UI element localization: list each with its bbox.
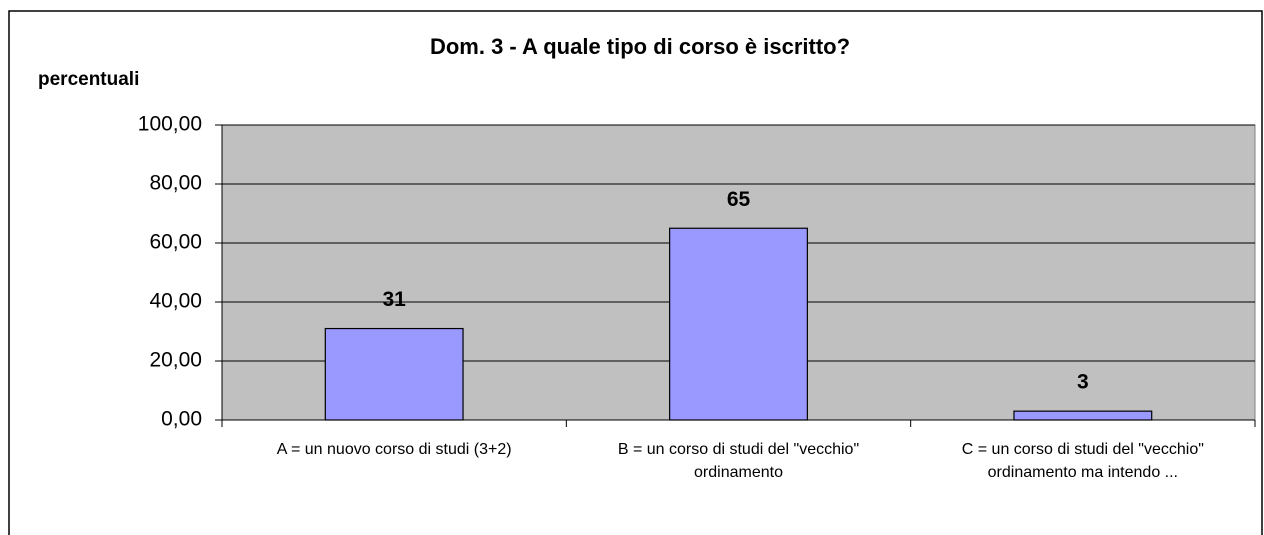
x-tick-label: A = un nuovo corso di studi (3+2) bbox=[276, 441, 512, 458]
y-axis-label: percentuali bbox=[38, 69, 139, 90]
y-tick-label: 40,00 bbox=[149, 290, 202, 313]
data-label: 31 bbox=[382, 288, 406, 311]
y-tick-label: 20,00 bbox=[149, 349, 202, 372]
y-tick-label: 100,00 bbox=[138, 113, 202, 136]
y-tick-label: 60,00 bbox=[149, 231, 202, 254]
bar bbox=[669, 227, 808, 421]
chart-border bbox=[8, 10, 1263, 535]
data-label: 65 bbox=[727, 188, 751, 211]
chart-title: Dom. 3 - A quale tipo di corso è iscritt… bbox=[430, 34, 850, 59]
y-tick-label: 0,00 bbox=[161, 408, 202, 431]
data-label: 3 bbox=[1077, 371, 1089, 394]
bar bbox=[324, 327, 464, 421]
x-tick-label: B = un corso di studi del "vecchio" ordi… bbox=[617, 441, 860, 481]
y-tick-label: 80,00 bbox=[149, 172, 202, 195]
bar bbox=[1013, 410, 1153, 421]
x-tick-label: C = un corso di studi del "vecchio" ordi… bbox=[961, 441, 1204, 481]
